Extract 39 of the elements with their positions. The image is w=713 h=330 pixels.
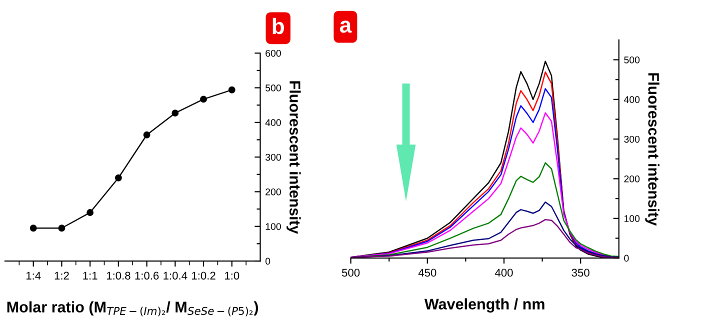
point [143, 131, 150, 138]
x-tick-label: 400 [494, 268, 513, 277]
y-tick-label: 600 [266, 50, 281, 57]
point [114, 174, 122, 182]
x-tick-label: 350 [572, 268, 590, 277]
x-tick-label: 1:4 [26, 272, 41, 280]
text: a [340, 20, 352, 33]
x-tick-label: 1:0 [225, 272, 240, 280]
x-axis-title: Wavelength / nm [424, 298, 544, 313]
y-tick-label: 200 [266, 188, 281, 196]
y-tick-label: 500 [624, 56, 640, 64]
y-axis-title: Fluorescent intensity [645, 73, 660, 226]
x-tick-label: 1:0.4 [164, 272, 188, 280]
x-tick-label: 1:0.2 [192, 272, 216, 280]
y-tick-label: 400 [265, 119, 281, 126]
text: b [272, 18, 284, 34]
x-axis-title: Molar ratio (M$_{TPE−(Im)₂}$/ M$_{SeSe−(P5)₂}$) [7, 301, 258, 316]
point [30, 224, 37, 232]
y-tick-label: 100 [624, 215, 640, 222]
y-tick-label: 0 [265, 258, 270, 265]
point [200, 96, 207, 103]
x-tick-label: 1:1 [83, 272, 98, 280]
point [228, 86, 236, 94]
y-tick-label: 200 [624, 175, 640, 182]
y-tick-label: 0 [624, 254, 629, 262]
y-tick-label: 300 [265, 154, 281, 161]
x-tick-label: 500 [342, 268, 360, 277]
point [58, 224, 66, 232]
y-tick-label: 400 [624, 96, 640, 104]
y-tick-label: 500 [265, 84, 281, 92]
x-tick-label: 1:0.8 [106, 272, 130, 280]
y-axis-title: Fluorescent intensity [286, 81, 301, 234]
point [86, 209, 94, 216]
x-tick-label: 450 [418, 268, 436, 277]
point [172, 110, 179, 117]
x-tick-label: 1:2 [54, 272, 69, 280]
y-tick-label: 300 [624, 136, 640, 143]
y-tick-label: 100 [266, 223, 281, 230]
x-tick-label: 1:0.6 [135, 272, 159, 280]
